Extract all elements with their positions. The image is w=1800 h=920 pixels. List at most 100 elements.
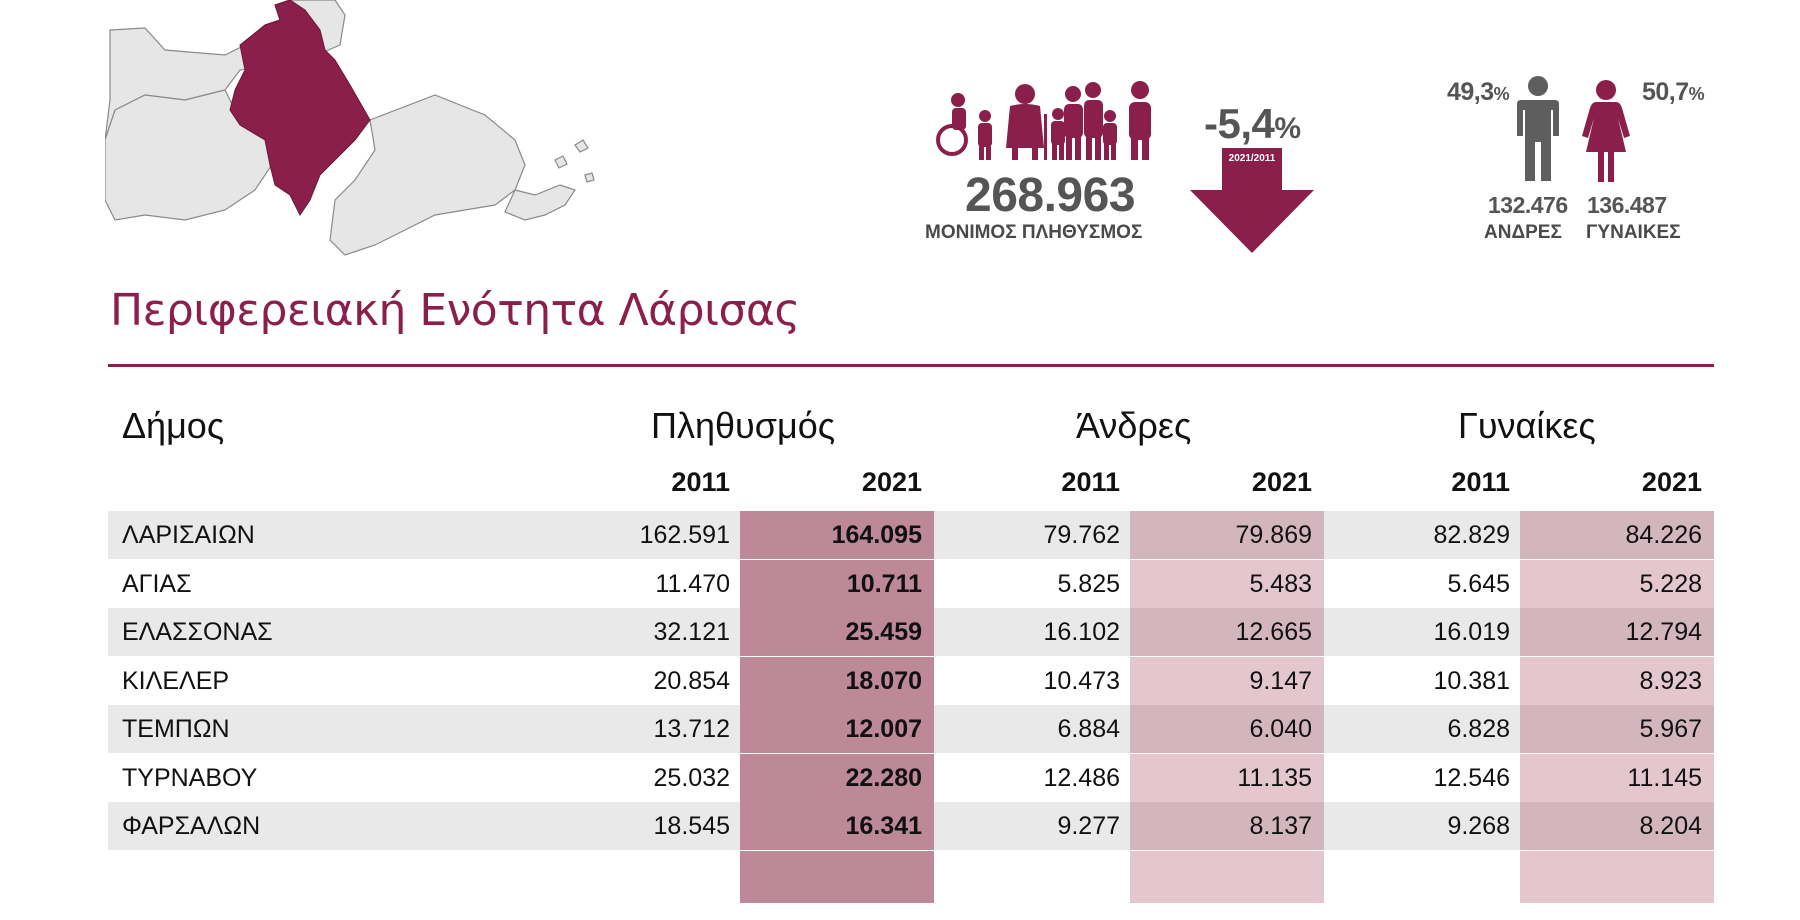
women-2011-value: 82.829 [1433, 521, 1510, 549]
women-2021-value: 5.228 [1639, 569, 1702, 598]
women-2011-value: 16.019 [1433, 618, 1510, 646]
pop-2021-value: 164.095 [831, 521, 922, 549]
pop-2021-value: 18.070 [845, 666, 922, 695]
table-row: ΤΥΡΝΑΒΟΥ 25.032 22.280 12.486 11.135 12.546 11… [108, 753, 1714, 802]
map-neighbor-east [329, 94, 526, 256]
women-label: ΓΥΝΑΙΚΕΣ [1586, 222, 1681, 243]
men-2011-value: 79.762 [1043, 521, 1120, 549]
women-2021-value: 8.923 [1639, 666, 1702, 695]
men-pct-unit: % [1493, 84, 1510, 104]
women-2021-value: 11.145 [1627, 763, 1702, 792]
pop-2011-value: 162.591 [639, 521, 730, 549]
pop-2021-column-footer [740, 850, 934, 903]
women-2011-value: 6.828 [1447, 715, 1510, 743]
men-2021-column-footer [1130, 850, 1324, 903]
municipality-name: ΕΛΑΣΣΟΝΑΣ [122, 618, 273, 646]
men-percent: 49,3% [1447, 78, 1510, 107]
table-row: ΦΑΡΣΑΛΩΝ 18.545 16.341 9.277 8.137 9.268 8.204 [108, 802, 1714, 850]
header-municipality: Δήμος [122, 405, 225, 446]
municipality-name: ΑΓΙΑΣ [122, 569, 192, 598]
pop-2011-value: 11.470 [655, 569, 730, 598]
region-title: Περιφερειακή Ενότητα Λάρισας [110, 285, 800, 336]
pop-2011-value: 32.121 [653, 618, 730, 646]
men-2021-value: 9.147 [1249, 666, 1312, 695]
men-2021-column-cell-bg [1130, 656, 1324, 705]
population-label: ΜΟΝΙΜΟΣ ΠΛΗΘΥΣΜΟΣ [925, 222, 1143, 243]
map-island-3 [584, 172, 595, 183]
pop-2021-value: 12.007 [845, 715, 922, 743]
population-total: 268.963 [965, 169, 1136, 222]
men-2011-value: 5.825 [1057, 569, 1120, 598]
men-total: 132.476 [1488, 192, 1568, 218]
change-unit: % [1274, 112, 1301, 145]
women-2021-value: 84.226 [1625, 521, 1702, 549]
pop-2011-value: 20.854 [653, 666, 730, 695]
pop-2021-value: 22.280 [845, 763, 922, 792]
municipality-name: ΚΙΛΕΛΕΡ [122, 666, 230, 695]
men-2021-column-cell-bg [1130, 511, 1324, 559]
men-2021-value: 6.040 [1249, 715, 1312, 743]
men-2011-value: 16.102 [1043, 618, 1120, 646]
women-2021-value: 8.204 [1639, 812, 1702, 840]
year-women-2021: 2021 [1641, 467, 1702, 497]
pop-2021-column-cell-bg [740, 559, 934, 608]
map-island-1 [554, 155, 568, 169]
women-2021-column-cell-bg [1520, 559, 1714, 608]
table-row: ΑΓΙΑΣ 11.470 10.711 5.825 5.483 5.645 5.228 [108, 559, 1714, 608]
women-2021-value: 12.794 [1625, 618, 1702, 646]
men-2021-column-cell-bg [1130, 802, 1324, 850]
men-2021-value: 11.135 [1237, 763, 1312, 792]
men-2021-column-cell-bg [1130, 559, 1324, 608]
women-total: 136.487 [1587, 192, 1667, 218]
pop-2021-column-cell-bg [740, 802, 934, 850]
pop-2021-column-cell-bg [740, 656, 934, 705]
title-divider [108, 364, 1714, 367]
women-2021-column-cell-bg [1520, 802, 1714, 850]
table-row: ΕΛΑΣΣΟΝΑΣ 32.121 25.459 16.102 12.665 16.019 1… [108, 608, 1714, 656]
men-2021-value: 79.869 [1235, 521, 1312, 549]
header-women: Γυναίκες [1458, 405, 1596, 446]
municipality-name: ΤΕΜΠΩΝ [122, 715, 230, 743]
men-2021-column-cell-bg [1130, 608, 1324, 656]
pop-2011-value: 13.712 [653, 715, 730, 743]
map-highlight-larissa [229, 0, 371, 216]
women-2021-column-cell-bg [1520, 511, 1714, 559]
map-island-2 [574, 139, 589, 153]
women-2011-value: 5.645 [1447, 569, 1510, 598]
header-population: Πληθυσμός [651, 405, 836, 446]
female-figure-icon [1582, 80, 1630, 182]
municipality-name: ΛΑΡΙΣΑΙΩΝ [122, 521, 255, 549]
pop-2011-value: 25.032 [653, 763, 730, 792]
men-2011-value: 10.473 [1043, 666, 1120, 695]
year-pop-2021: 2021 [861, 467, 922, 497]
men-pct-value: 49,3 [1447, 78, 1494, 106]
women-pct-unit: % [1688, 84, 1705, 104]
header-men: Άνδρες [1076, 405, 1192, 446]
women-2011-value: 9.268 [1447, 812, 1510, 840]
women-percent: 50,7% [1642, 78, 1705, 107]
pop-2021-column-cell-bg [740, 511, 934, 559]
table-row: ΤΕΜΠΩΝ 13.712 12.007 6.884 6.040 6.828 5.967 [108, 705, 1714, 753]
year-pop-2011: 2011 [671, 467, 730, 497]
pop-2021-value: 25.459 [845, 618, 922, 646]
pop-2021-column-cell-bg [740, 753, 934, 802]
women-2021-value: 5.967 [1639, 715, 1702, 743]
women-2021-column-cell-bg [1520, 608, 1714, 656]
pop-2021-value: 16.341 [845, 812, 922, 840]
year-men-2011: 2011 [1061, 467, 1120, 497]
change-percent: -5,4% [1204, 100, 1301, 148]
year-men-2021: 2021 [1251, 467, 1312, 497]
map-peninsula [504, 184, 576, 221]
region-map [105, 0, 595, 256]
women-2011-value: 12.546 [1433, 763, 1510, 792]
municipality-name: ΤΥΡΝΑΒΟΥ [122, 763, 258, 792]
men-2011-value: 12.486 [1043, 763, 1120, 792]
men-label: ΑΝΔΡΕΣ [1484, 222, 1562, 243]
women-2021-column-cell-bg [1520, 753, 1714, 802]
men-2021-value: 5.483 [1249, 569, 1312, 598]
change-value: -5,4 [1204, 100, 1275, 147]
women-2021-column-footer [1520, 850, 1714, 903]
men-2011-value: 6.884 [1057, 715, 1120, 743]
pop-2021-value: 10.711 [846, 569, 922, 598]
table-row: ΛΑΡΙΣΑΙΩΝ 162.591 164.095 79.762 79.869 82.82… [108, 511, 1714, 559]
